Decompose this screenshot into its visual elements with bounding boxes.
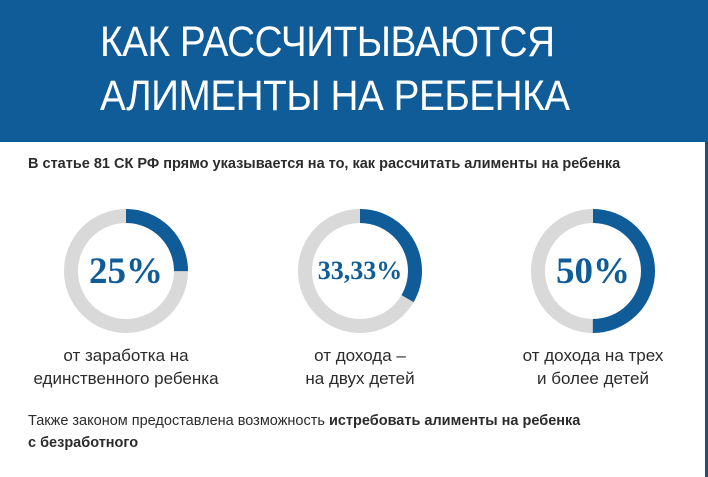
- title-line-2: АЛИМЕНТЫ НА РЕБЕНКА: [100, 72, 570, 120]
- caption-line-2: на двух детей: [305, 369, 415, 388]
- stat-three-children: 50% от дохода на трех и более детей: [483, 208, 703, 408]
- footer-text-regular: Также законом предоставлена возможность: [28, 413, 329, 429]
- ring-fill: [531, 209, 655, 333]
- stat-one-child: 25% от заработка на единственного ребенк…: [16, 208, 236, 408]
- footer-text-bold: истребовать алименты на ребенка: [328, 413, 581, 429]
- ring-fill: [298, 209, 422, 333]
- caption-line-1: от дохода на трех: [522, 346, 664, 365]
- right-edge-bar: [705, 142, 708, 477]
- percent-value: 33,33%: [317, 256, 403, 285]
- ring-chart: [64, 209, 188, 333]
- percent-value: 25%: [89, 250, 163, 292]
- caption-line-2: единственного ребенка: [33, 369, 219, 388]
- footer-note: Также законом предоставлена возможность …: [28, 410, 668, 454]
- footer-text-bold-2: с безработного: [28, 435, 139, 451]
- caption-line-1: от дохода –: [314, 346, 406, 365]
- percent-ring: 50%: [530, 208, 656, 334]
- subtitle: В статье 81 СК РФ прямо указывается на т…: [28, 156, 621, 172]
- ring-fill: [64, 209, 188, 333]
- stat-caption: от дохода – на двух детей: [250, 344, 470, 390]
- title-banner: КАК РАССЧИТЫВАЮТСЯ АЛИМЕНТЫ НА РЕБЕНКА: [0, 0, 708, 142]
- caption-line-1: от заработка на: [63, 346, 189, 365]
- caption-line-2: и более детей: [537, 369, 649, 388]
- ring-chart: [531, 209, 655, 333]
- ring-chart: [298, 209, 422, 333]
- stat-caption: от заработка на единственного ребенка: [16, 344, 236, 390]
- stat-caption: от дохода на трех и более детей: [483, 344, 703, 390]
- percent-ring: 33,33%: [297, 208, 423, 334]
- percent-ring: 25%: [63, 208, 189, 334]
- stat-two-children: 33,33% от дохода – на двух детей: [250, 208, 470, 408]
- percent-value: 50%: [556, 250, 630, 292]
- title-line-1: КАК РАССЧИТЫВАЮТСЯ: [100, 18, 555, 66]
